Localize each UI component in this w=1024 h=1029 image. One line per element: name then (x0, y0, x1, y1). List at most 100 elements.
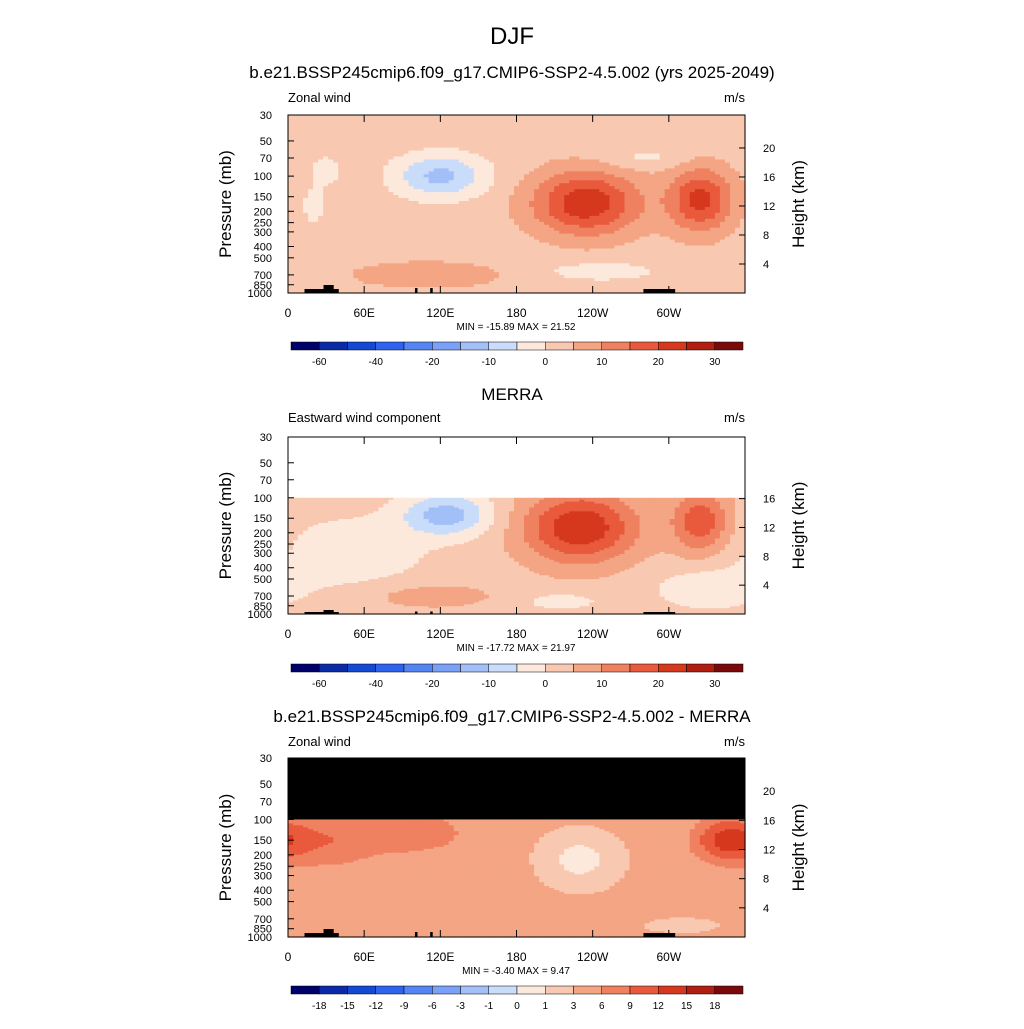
field-cell (328, 115, 334, 119)
field-cell (524, 174, 530, 178)
field-cell (549, 138, 555, 143)
field-cell (704, 120, 711, 125)
field-cell (288, 192, 294, 196)
field-cell (544, 174, 550, 178)
field-cell (313, 212, 319, 217)
field-cell (719, 168, 726, 172)
field-cell (519, 177, 525, 181)
field-cell (669, 135, 676, 140)
field-cell (493, 195, 500, 199)
field-cell (428, 171, 435, 175)
field-cell (609, 192, 616, 196)
field-cell (734, 206, 741, 211)
field-cell (529, 183, 535, 187)
field-cell (418, 120, 425, 125)
field-cell (503, 206, 510, 211)
field-cell (649, 156, 656, 161)
field-cell (674, 138, 681, 143)
field-cell (348, 189, 354, 193)
field-cell (428, 123, 435, 128)
field-cell (634, 192, 641, 196)
field-cell (649, 135, 656, 140)
field-cell (383, 141, 390, 146)
field-cell (418, 212, 425, 217)
field-cell (674, 156, 681, 161)
field-cell (544, 177, 550, 181)
field-cell (443, 138, 450, 143)
field-cell (604, 183, 610, 187)
field-cell (353, 174, 359, 178)
field-cell (293, 189, 299, 193)
field-cell (393, 168, 400, 172)
field-cell (398, 115, 405, 119)
field-cell (508, 115, 515, 119)
field-cell (373, 120, 379, 125)
field-cell (368, 150, 374, 155)
field-cell (729, 198, 736, 202)
field-cell (448, 186, 455, 190)
field-cell (674, 141, 681, 146)
field-cell (503, 168, 510, 172)
field-cell (288, 144, 294, 149)
field-cell (704, 180, 711, 184)
field-cell (559, 126, 565, 131)
field-cell (423, 206, 430, 211)
field-cell (323, 132, 329, 137)
field-cell (674, 177, 681, 181)
field-cell (313, 162, 319, 167)
field-cell (694, 209, 701, 214)
field-cell (358, 138, 364, 143)
field-cell (433, 215, 440, 220)
field-cell (559, 206, 565, 211)
field-cell (358, 159, 364, 164)
field-cell (503, 189, 510, 193)
field-cell (418, 183, 425, 187)
field-cell (599, 171, 605, 175)
field-cell (739, 123, 746, 128)
field-cell (428, 135, 435, 140)
field-cell (619, 201, 626, 205)
field-cell (579, 129, 585, 134)
field-cell (689, 183, 696, 187)
field-cell (619, 189, 626, 193)
field-cell (554, 192, 560, 196)
field-cell (649, 177, 656, 181)
field-cell (679, 147, 686, 152)
field-cell (348, 212, 354, 217)
field-cell (689, 162, 696, 167)
field-cell (418, 192, 425, 196)
field-cell (694, 159, 701, 164)
field-cell (308, 215, 314, 220)
field-cell (739, 186, 746, 190)
field-cell (463, 171, 470, 175)
field-cell (428, 201, 435, 205)
field-cell (338, 126, 344, 131)
field-cell (584, 135, 590, 140)
field-cell (313, 206, 319, 211)
field-cell (529, 174, 535, 178)
field-cell (473, 141, 480, 146)
field-cell (609, 171, 616, 175)
field-cell (679, 129, 686, 134)
field-cell (629, 120, 636, 125)
field-cell (478, 189, 485, 193)
field-cell (549, 201, 555, 205)
field-cell (684, 120, 691, 125)
field-cell (549, 153, 555, 158)
field-cell (689, 206, 696, 211)
field-cell (714, 192, 721, 196)
field-cell (468, 177, 475, 181)
field-cell (544, 156, 550, 161)
field-cell (363, 135, 369, 140)
field-cell (719, 201, 726, 205)
field-cell (679, 156, 686, 161)
field-cell (323, 120, 329, 125)
field-cell (413, 177, 420, 181)
field-cell (453, 186, 460, 190)
field-cell (383, 168, 390, 172)
field-cell (679, 141, 686, 146)
field-cell (318, 177, 324, 181)
field-cell (373, 177, 379, 181)
field-cell (544, 138, 550, 143)
